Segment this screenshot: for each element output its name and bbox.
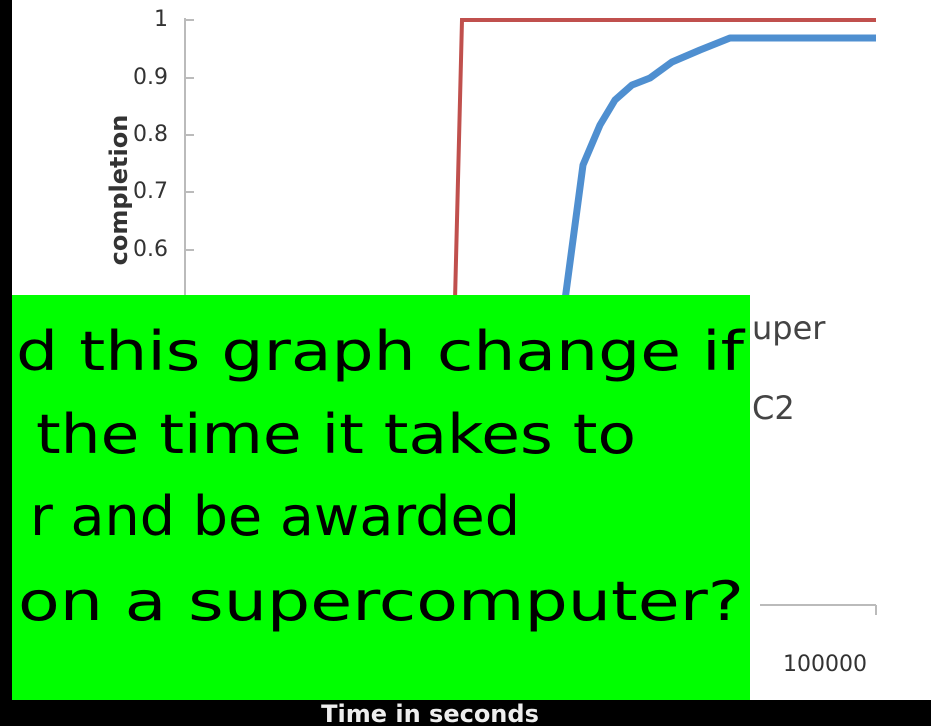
y-tick-label: 0.8 <box>133 122 168 147</box>
red-line <box>453 18 876 301</box>
y-tick-label: 0.9 <box>133 65 168 90</box>
overlay-text: d this graph change if the time it takes… <box>16 320 746 633</box>
y-tick-label: 0.6 <box>133 237 168 262</box>
overlay-line: r and be awarded <box>30 485 520 548</box>
y-ticks <box>185 19 194 251</box>
y-tick-label: 0.7 <box>133 179 168 204</box>
overlay-line: on a supercomputer? <box>18 570 744 633</box>
y-axis-label: completion <box>105 115 133 266</box>
y-tick-label: 1 <box>154 7 168 32</box>
legend-entry: C2 <box>752 389 795 427</box>
x-tick-label: 100000 <box>783 652 867 677</box>
blue-line <box>561 34 876 301</box>
x-axis-label: Time in seconds <box>321 700 539 726</box>
legend-entry: uper <box>752 309 826 347</box>
overlay-line: the time it takes to <box>36 403 636 466</box>
overlay-line: d this graph change if <box>16 320 746 383</box>
overlay-box <box>12 295 750 700</box>
y-tick-labels: 1 0.9 0.8 0.7 0.6 <box>133 7 168 262</box>
